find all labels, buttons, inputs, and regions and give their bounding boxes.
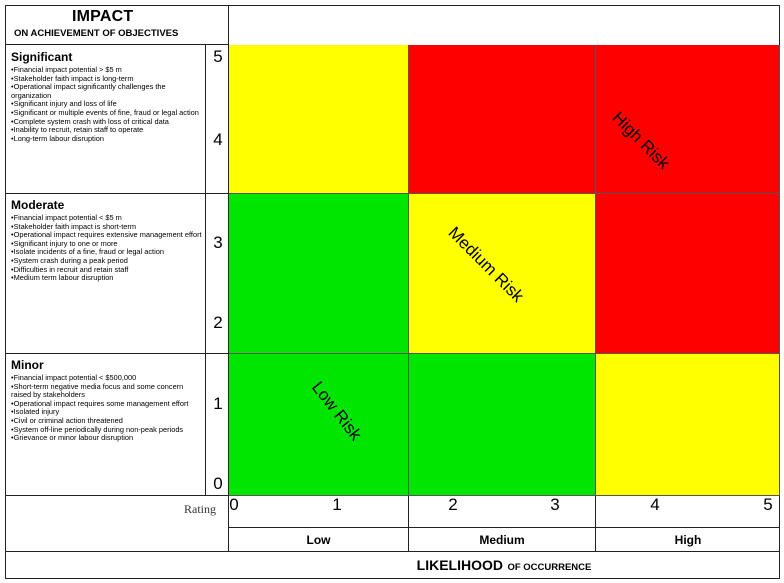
impact-subtitle: ON ACHIEVEMENT OF OBJECTIVES bbox=[14, 28, 179, 39]
y-scale-label: 5 bbox=[213, 47, 223, 66]
matrix-cell bbox=[409, 354, 596, 496]
impact-category-significant: Significant Financial impact potential >… bbox=[11, 50, 205, 192]
matrix-cell bbox=[229, 194, 409, 354]
matrix-cell bbox=[409, 45, 596, 194]
impact-title: IMPACT bbox=[72, 8, 134, 25]
x-scale-label: 3 bbox=[550, 495, 560, 514]
x-scale-label: 2 bbox=[448, 495, 458, 514]
list-item: System off-line periodically during non-… bbox=[11, 425, 205, 435]
list-item: Medium term labour disruption bbox=[11, 274, 205, 283]
x-scale-label: 0 bbox=[229, 495, 239, 514]
y-scale-label: 2 bbox=[213, 313, 223, 332]
list-item: Financial impact potential > $5 m bbox=[11, 65, 205, 75]
list-item: Financial impact potential < $5 m bbox=[11, 213, 205, 223]
list-item: Stakeholder faith impact is long-term bbox=[11, 74, 205, 84]
list-item: Short-term negative media focus and some… bbox=[11, 382, 205, 400]
list-item: Civil or criminal action threatened bbox=[11, 416, 205, 426]
y-scale-label: 4 bbox=[213, 130, 223, 149]
list-item: Difficulties in recruit and retain staff bbox=[11, 265, 205, 275]
likelihood-low: Low bbox=[306, 533, 331, 547]
list-item: Grievance or minor labour disruption bbox=[11, 434, 205, 443]
matrix-cell bbox=[229, 354, 409, 496]
list-item: Operational impact requires some managem… bbox=[11, 399, 205, 409]
impact-category-minor: Minor Financial impact potential < $500,… bbox=[11, 358, 205, 494]
row-divider-2 bbox=[5, 353, 228, 354]
y-scale-label: 0 bbox=[213, 474, 223, 493]
header-divider bbox=[5, 44, 228, 45]
list-item: Stakeholder faith impact is short-term bbox=[11, 222, 205, 232]
likelihood-col-divider-2 bbox=[595, 495, 596, 551]
matrix-left-line bbox=[228, 5, 229, 551]
category-title: Significant bbox=[11, 50, 73, 64]
x-scale-label: 1 bbox=[332, 495, 342, 514]
row-divider-1 bbox=[5, 193, 228, 194]
likelihood-title-sub: OF OCCURRENCE bbox=[507, 562, 592, 573]
matrix-cell bbox=[229, 45, 409, 194]
matrix-cell bbox=[596, 354, 780, 496]
list-item: Inability to recruit, retain staff to op… bbox=[11, 126, 205, 135]
x-scale-label: 5 bbox=[763, 495, 773, 514]
impact-category-moderate: Moderate Financial impact potential < $5… bbox=[11, 198, 205, 351]
list-item: Complete system crash with loss of criti… bbox=[11, 117, 205, 127]
likelihood-high: High bbox=[674, 533, 702, 547]
likelihood-divider bbox=[228, 527, 780, 528]
list-item: Operational impact requires extensive ma… bbox=[11, 231, 205, 240]
list-item: Isolated injury bbox=[11, 408, 205, 417]
list-item: System crash during a peak period bbox=[11, 256, 205, 266]
matrix-cell bbox=[596, 45, 780, 194]
category-title: Minor bbox=[11, 358, 44, 372]
matrix-cell bbox=[409, 194, 596, 354]
scale-column-divider bbox=[205, 44, 206, 495]
list-item: Operational impact significantly challen… bbox=[11, 82, 205, 100]
list-item: Isolate incidents of a fine, fraud or le… bbox=[11, 248, 205, 257]
x-scale-label: 4 bbox=[650, 495, 660, 514]
likelihood-title-divider bbox=[5, 551, 780, 552]
list-item: Significant injury and loss of life bbox=[11, 100, 205, 109]
likelihood-title-main: LIKELIHOOD bbox=[416, 557, 503, 573]
matrix-cell bbox=[596, 194, 780, 354]
likelihood-title: LIKELIHOOD OF OCCURRENCE bbox=[228, 557, 780, 575]
rating-label: Rating bbox=[184, 502, 216, 516]
category-title: Moderate bbox=[11, 198, 65, 212]
list-item: Significant or multiple events of fine, … bbox=[11, 108, 205, 118]
list-item: Financial impact potential < $500,000 bbox=[11, 373, 205, 383]
list-item: Significant injury to one or more bbox=[11, 239, 205, 249]
y-scale-label: 1 bbox=[213, 394, 223, 413]
likelihood-medium: Medium bbox=[479, 533, 525, 547]
likelihood-col-divider-1 bbox=[408, 495, 409, 551]
y-scale-label: 3 bbox=[213, 233, 223, 252]
list-item: Long-term labour disruption bbox=[11, 134, 205, 144]
